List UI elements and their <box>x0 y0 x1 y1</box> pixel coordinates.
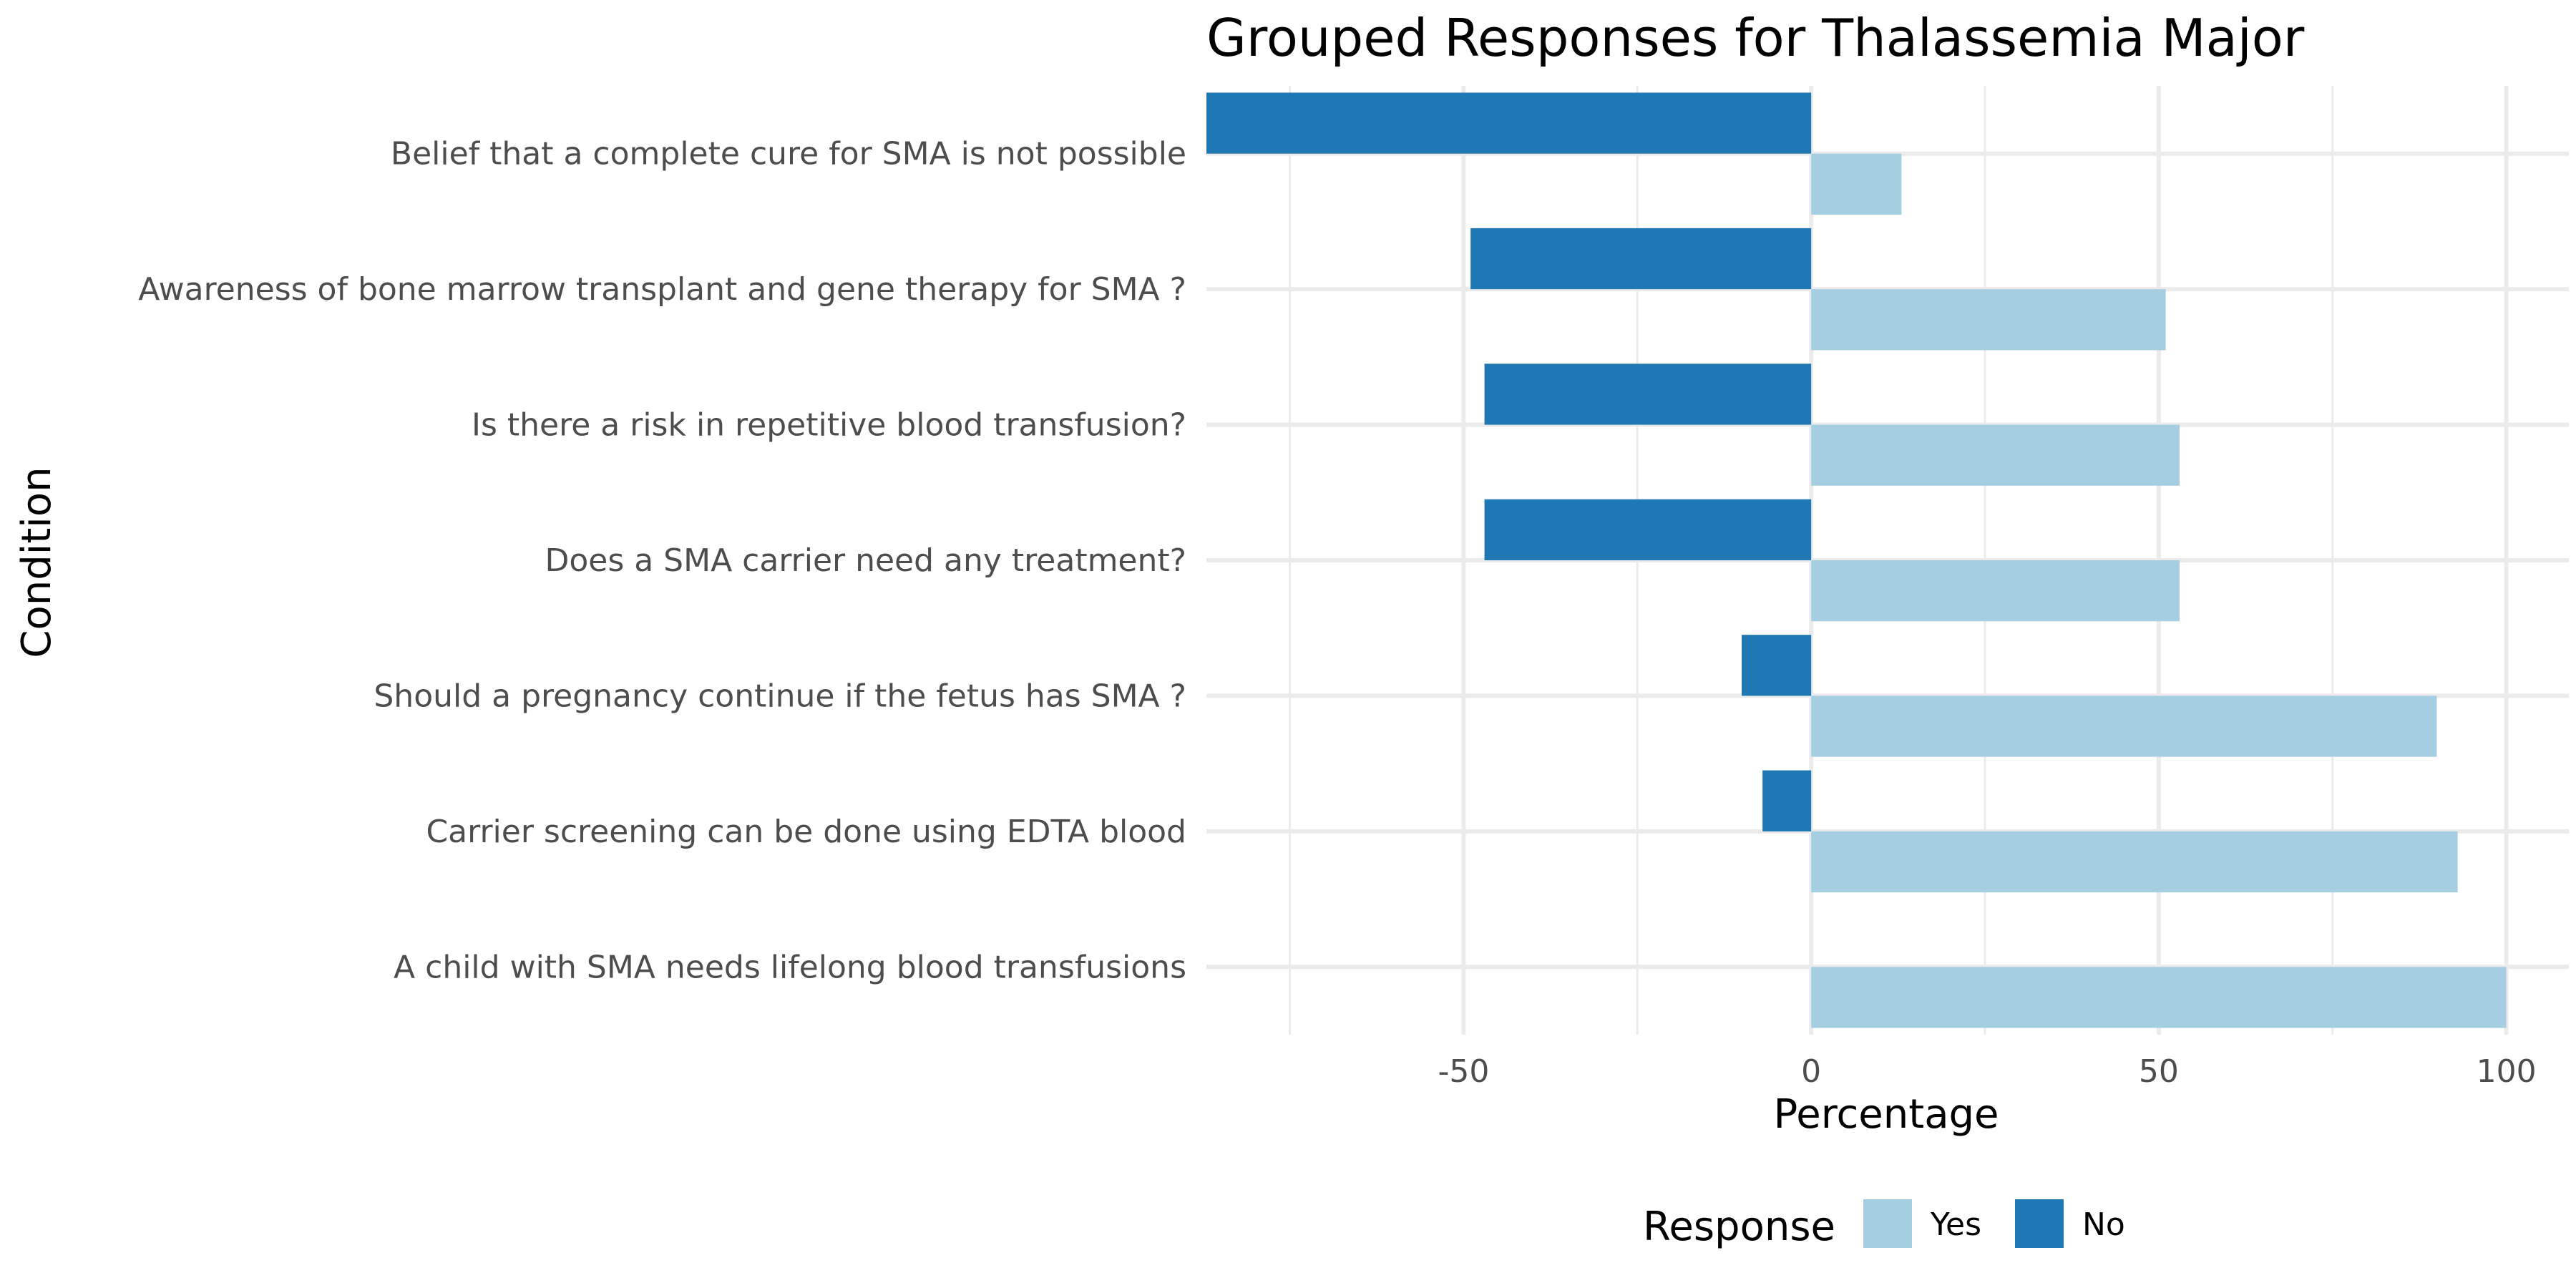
legend-key-yes <box>1863 1199 1912 1248</box>
category-label: Is there a risk in repetitive blood tran… <box>472 407 1186 444</box>
legend-title: Response <box>1643 1204 1835 1250</box>
legend-key-no <box>2015 1199 2064 1248</box>
bar-yes <box>1811 696 2437 757</box>
category-labels: Belief that a complete cure for SMA is n… <box>138 136 1186 986</box>
category-label: Carrier screening can be done using EDTA… <box>426 814 1186 850</box>
bar-no <box>1470 228 1812 290</box>
category-label: Does a SMA carrier need any treatment? <box>545 542 1186 579</box>
bar-yes <box>1811 967 2507 1028</box>
bar-yes <box>1811 289 2166 351</box>
x-tick-label: 0 <box>1801 1053 1821 1090</box>
legend-label-no: No <box>2082 1206 2125 1243</box>
x-tick-label: 50 <box>2139 1053 2179 1090</box>
y-axis-title: Condition <box>14 467 60 658</box>
bar-no <box>1762 770 1812 831</box>
bar-yes <box>1811 424 2180 486</box>
x-tick-label: -50 <box>1438 1053 1489 1090</box>
bar-no <box>1484 499 1812 560</box>
bar-no <box>1484 364 1812 425</box>
x-tick-labels: -50 0 50 100 <box>1438 1053 2536 1090</box>
category-label: Belief that a complete cure for SMA is n… <box>391 136 1186 172</box>
bar-yes <box>1811 153 1902 215</box>
bar-yes <box>1811 831 2458 893</box>
legend: Response Yes No <box>1643 1199 2125 1250</box>
bar-no <box>1742 635 1812 696</box>
category-label: Should a pregnancy continue if the fetus… <box>374 678 1186 714</box>
chart-title: Grouped Responses for Thalassemia Major <box>1206 8 2305 68</box>
legend-label-yes: Yes <box>1930 1206 1981 1243</box>
category-label: Awareness of bone marrow transplant and … <box>138 271 1186 308</box>
x-tick-label: 100 <box>2477 1053 2537 1090</box>
bars <box>1206 92 2507 1028</box>
bar-no <box>1206 92 1812 154</box>
category-label: A child with SMA needs lifelong blood tr… <box>394 949 1186 985</box>
x-axis-title: Percentage <box>1773 1091 1999 1138</box>
legend-items: Yes No <box>1863 1199 2125 1248</box>
bar-yes <box>1811 560 2180 622</box>
